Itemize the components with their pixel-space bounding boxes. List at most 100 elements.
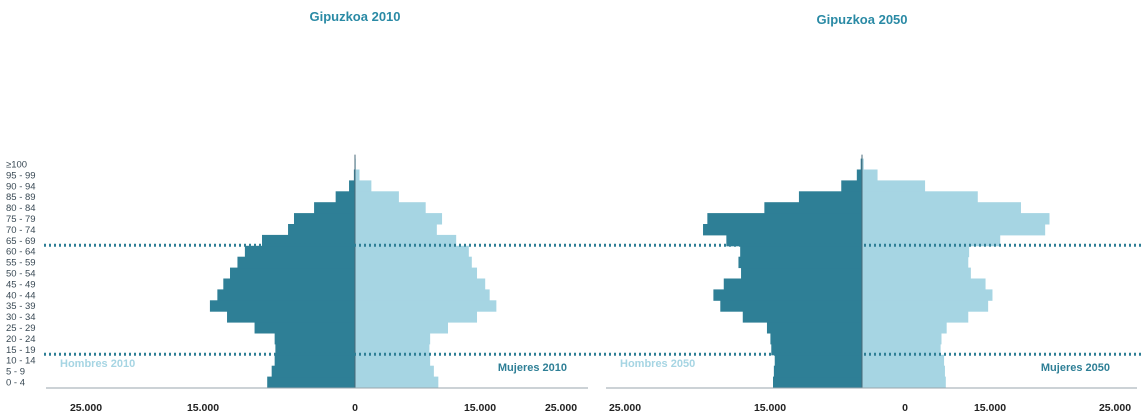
age-group-label: 45 - 49 <box>6 279 36 290</box>
age-group-label: 95 - 99 <box>6 170 36 181</box>
bar-men-10-14 <box>774 354 862 367</box>
age-group-label: 80 - 84 <box>6 203 36 214</box>
bar-women-25-29 <box>862 322 947 334</box>
bar-women-0-4 <box>862 376 946 388</box>
age-group-label: 20 - 24 <box>6 334 36 345</box>
bar-men-90-94 <box>841 180 862 192</box>
bar-men-60-64 <box>244 245 355 258</box>
bar-women-75-79 <box>355 213 443 225</box>
bar-women-30-34 <box>355 311 478 323</box>
x-tick-label: 25.000 <box>609 402 641 414</box>
bar-women-90-94 <box>355 180 372 192</box>
bar-women-95-99 <box>862 169 878 181</box>
bar-women-85-89 <box>862 191 978 203</box>
x-tick-label: 25.000 <box>70 402 102 414</box>
bar-men-35-39 <box>720 300 862 312</box>
bar-men-0-4 <box>267 376 355 388</box>
bar-women-30-34 <box>862 311 969 323</box>
bar-women-90-94 <box>862 180 926 192</box>
bar-women-10-14 <box>862 354 945 367</box>
bar-men-0-4 <box>773 376 862 388</box>
bar-women-80-84 <box>862 202 1021 214</box>
bar-men-95-99 <box>856 169 862 181</box>
bar-men-90-94 <box>349 180 355 192</box>
bar-men-85-89 <box>335 191 355 203</box>
age-group-label: 90 - 94 <box>6 181 36 192</box>
bar-women-40-44 <box>862 289 993 301</box>
bar-men-70-74 <box>288 224 355 236</box>
bar-men-≥100 <box>860 158 862 170</box>
x-tick-label: 15.000 <box>187 402 219 414</box>
bar-men-35-39 <box>209 300 355 312</box>
bar-men-75-79 <box>293 213 355 225</box>
bar-women-70-74 <box>862 224 1046 236</box>
bar-men-65-69 <box>262 234 355 247</box>
x-tick-label: 15.000 <box>974 402 1006 414</box>
bar-men-15-19 <box>275 343 355 356</box>
x-tick-label: 15.000 <box>464 402 496 414</box>
bar-women-75-79 <box>862 213 1050 225</box>
age-group-label: 15 - 19 <box>6 345 36 356</box>
bar-women-35-39 <box>355 300 497 312</box>
x-tick-label: 25.000 <box>1099 402 1131 414</box>
age-group-label: 30 - 34 <box>6 312 36 323</box>
age-group-label: 75 - 79 <box>6 214 36 225</box>
bar-women-60-64 <box>355 245 469 258</box>
bar-men-70-74 <box>703 224 862 236</box>
bar-men-25-29 <box>254 322 355 334</box>
bar-men-55-59 <box>738 256 862 269</box>
bar-women-20-24 <box>355 333 431 345</box>
bar-men-85-89 <box>798 191 862 203</box>
age-group-label: 25 - 29 <box>6 323 36 334</box>
bar-men-15-19 <box>771 343 862 356</box>
age-group-label: 85 - 89 <box>6 192 36 203</box>
bar-women-5-9 <box>355 365 434 378</box>
age-group-label: ≥100 <box>6 160 27 171</box>
bar-men-25-29 <box>766 322 862 334</box>
bar-men-95-99 <box>353 169 355 181</box>
legend-women: Mujeres 2010 <box>498 362 567 374</box>
legend-women: Mujeres 2050 <box>1041 362 1110 374</box>
pyramid-panel-1: Gipuzkoa 2010 25.000 15.000 0 15.000 25.000 Ho… <box>46 9 588 414</box>
legend-men: Hombres 2010 <box>60 358 135 370</box>
bar-women-15-19 <box>862 343 941 356</box>
bar-women-20-24 <box>862 333 942 345</box>
chart-title: Gipuzkoa 2050 <box>816 12 907 27</box>
bar-men-40-44 <box>713 289 862 301</box>
bar-women-65-69 <box>355 234 457 247</box>
age-group-label: 40 - 44 <box>6 290 36 301</box>
bar-men-45-49 <box>723 278 862 290</box>
bar-women-45-49 <box>862 278 986 290</box>
bar-women-85-89 <box>355 191 399 203</box>
bar-women-10-14 <box>355 354 431 367</box>
bar-men-55-59 <box>237 256 355 269</box>
age-group-label: 70 - 74 <box>6 225 36 236</box>
bar-men-45-49 <box>223 278 355 290</box>
bar-women-50-54 <box>355 267 478 279</box>
age-group-label: 35 - 39 <box>6 301 36 312</box>
bar-women-95-99 <box>355 169 360 181</box>
bar-women-65-69 <box>862 234 1001 247</box>
age-group-label: 10 - 14 <box>6 356 36 367</box>
legend-men: Hombres 2050 <box>620 358 695 370</box>
x-tick-label: 15.000 <box>754 402 786 414</box>
bar-men-80-84 <box>764 202 862 214</box>
bar-women-45-49 <box>355 278 486 290</box>
bar-men-75-79 <box>707 213 862 225</box>
bar-men-20-24 <box>770 333 862 345</box>
bar-men-80-84 <box>314 202 355 214</box>
bar-men-50-54 <box>741 267 862 279</box>
bar-men-60-64 <box>740 245 862 258</box>
bar-men-40-44 <box>217 289 355 301</box>
bar-women-0-4 <box>355 376 439 388</box>
age-group-label: 50 - 54 <box>6 269 36 280</box>
bar-women-15-19 <box>355 343 430 356</box>
bar-men-30-34 <box>227 311 355 323</box>
bar-men-30-34 <box>742 311 862 323</box>
x-tick-label: 0 <box>352 402 358 414</box>
pyramid-panel-2: Gipuzkoa 2050 25.000 15.000 0 15.000 25.000 Ho… <box>606 12 1137 414</box>
x-tick-label: 25.000 <box>545 402 577 414</box>
bar-women-80-84 <box>355 202 426 214</box>
bar-men-65-69 <box>726 234 862 247</box>
bar-women-50-54 <box>862 267 971 279</box>
